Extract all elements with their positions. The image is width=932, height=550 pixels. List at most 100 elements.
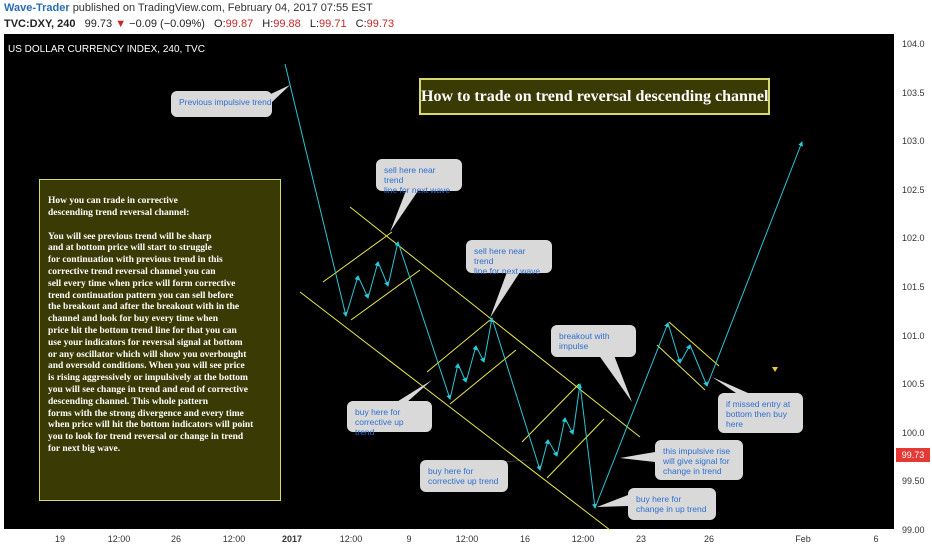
path-arrow-segment: [667, 322, 682, 364]
low-value: 99.71: [319, 18, 347, 30]
headline-box: How to trade on trend reversal descendin…: [419, 78, 770, 115]
price-tick-label: 99.50: [902, 476, 925, 487]
time-tick-label: 12:00: [455, 534, 479, 544]
path-arrow-segment: [594, 322, 669, 509]
flag-3-bottom: [546, 418, 605, 479]
path-arrow-segment: [449, 363, 460, 400]
path-arrow-segment: [475, 345, 485, 363]
close-label: C:: [355, 18, 367, 30]
pointer-breakout: [598, 350, 632, 402]
pointer-impulsive-rise: [620, 452, 655, 462]
close-value: 99.73: [366, 18, 395, 30]
path-arrow-segment: [387, 241, 400, 287]
explanation-box: How you can trade in corrective descendi…: [39, 179, 281, 501]
time-tick-label: 26: [170, 534, 182, 544]
price-tick-label: 102.5: [902, 184, 925, 195]
bubble-previous-trend: Previous impulsive trend: [171, 91, 272, 117]
explanation-body: You will see previous trend will be shar…: [48, 231, 254, 454]
explanation-heading: How you can trade in corrective descendi…: [48, 196, 190, 218]
path-arrow-segment: [547, 439, 558, 457]
path-arrow-segment: [397, 241, 452, 400]
flag-4-top: [668, 321, 720, 367]
time-tick-label: 16: [519, 534, 531, 544]
time-tick-label: 12:00: [571, 534, 595, 544]
price-tick-label: 101.0: [902, 330, 925, 341]
path-arrow-segment: [457, 363, 467, 383]
path-arrow-segment: [539, 439, 550, 471]
bubble-sell-2: sell here near trend line for next wave: [466, 240, 552, 276]
change-value: −0.09 (−0.09%): [129, 18, 205, 30]
pointer-buy-1: [395, 380, 432, 403]
path-arrow-segment: [572, 383, 582, 435]
published-text: published on TradingView.com, February 0…: [72, 2, 373, 14]
time-tick-label: 9: [406, 534, 412, 544]
pointer-buy-change: [597, 495, 628, 507]
open-label: O:: [214, 18, 226, 30]
bubble-impulsive-rise: this impulsive rise will give signal for…: [655, 440, 743, 480]
bubble-buy-change: buy here for change in up trend: [628, 488, 716, 520]
small-marker-icon: [772, 367, 778, 372]
price-path: [284, 63, 803, 509]
bubble-buy-1: buy here for corrective up trend: [347, 401, 432, 437]
pointer-sell-1: [390, 188, 420, 232]
price-tick-label: 102.0: [902, 233, 925, 244]
low-label: L:: [309, 18, 320, 30]
price-tick-label: 100.5: [902, 379, 925, 390]
path-arrow-segment: [556, 417, 567, 457]
bubble-missed-entry: if missed entry at bottom then buy here: [718, 393, 803, 433]
path-arrow-segment: [689, 344, 708, 387]
channel-lower-line: [299, 291, 611, 531]
last-price: 99.73: [84, 18, 113, 30]
symbol-label: TVC:DXY, 240: [4, 18, 76, 30]
time-axis[interactable]: [4, 529, 894, 550]
path-arrow-segment: [345, 275, 360, 317]
price-tick-label: 99.00: [902, 525, 925, 535]
author-link[interactable]: Wave-Trader: [4, 2, 70, 14]
path-arrow-segment: [377, 261, 389, 287]
path-arrow-segment: [357, 275, 369, 299]
pointer-missed-entry: [712, 377, 748, 393]
path-arrow-segment: [483, 317, 494, 363]
path-arrow-segment: [679, 344, 691, 364]
price-tick-label: 100.0: [902, 427, 925, 438]
price-tick-label: 101.5: [902, 282, 925, 292]
time-tick-label: 6: [873, 534, 879, 544]
time-tick-label: 19: [54, 534, 66, 544]
path-arrow-segment: [284, 63, 348, 317]
time-tick-label: Feb: [795, 534, 811, 544]
flag-2-top: [426, 319, 491, 373]
flag-1-top: [322, 231, 393, 283]
time-tick-label: 12:00: [339, 534, 363, 544]
path-arrow-segment: [564, 417, 574, 435]
time-tick-label: 12:00: [222, 534, 246, 544]
bubble-buy-2: buy here for corrective up trend: [420, 460, 508, 492]
path-arrow-segment: [579, 383, 598, 509]
pointer-sell-2: [490, 272, 520, 318]
high-label: H:: [262, 18, 274, 30]
bubble-sell-1: sell here near trend line for next wave: [376, 159, 462, 195]
current-price-tag: 99.73: [896, 448, 930, 462]
price-tick-label: 103.0: [902, 136, 925, 147]
flag-4-bottom: [656, 344, 706, 391]
path-arrow-segment: [465, 345, 478, 383]
price-axis[interactable]: [894, 34, 932, 529]
flag-3-top: [521, 383, 580, 443]
ohlc-bar: TVC:DXY, 240 99.73 ▼ −0.09 (−0.09%) O:99…: [4, 16, 394, 32]
flag-2-bottom: [449, 349, 517, 405]
path-arrow-segment: [367, 261, 380, 299]
open-value: 99.87: [225, 18, 254, 30]
chart-title: US DOLLAR CURRENCY INDEX, 240, TVC: [8, 44, 205, 55]
flag-1-bottom: [350, 269, 421, 321]
time-tick-label: 2017: [281, 534, 303, 544]
price-tick-label: 104.0: [902, 39, 925, 49]
publish-info: Wave-Trader published on TradingView.com…: [4, 0, 373, 16]
bubble-breakout: breakout with impulse: [551, 325, 636, 357]
time-tick-label: 23: [635, 534, 647, 544]
high-value: 99.88: [273, 18, 301, 30]
price-tick-label: 103.5: [902, 87, 925, 98]
time-tick-label: 12:00: [107, 534, 131, 544]
down-arrow-icon: ▼: [115, 18, 127, 30]
path-arrow-segment: [491, 317, 542, 471]
path-arrow-segment: [706, 141, 803, 387]
